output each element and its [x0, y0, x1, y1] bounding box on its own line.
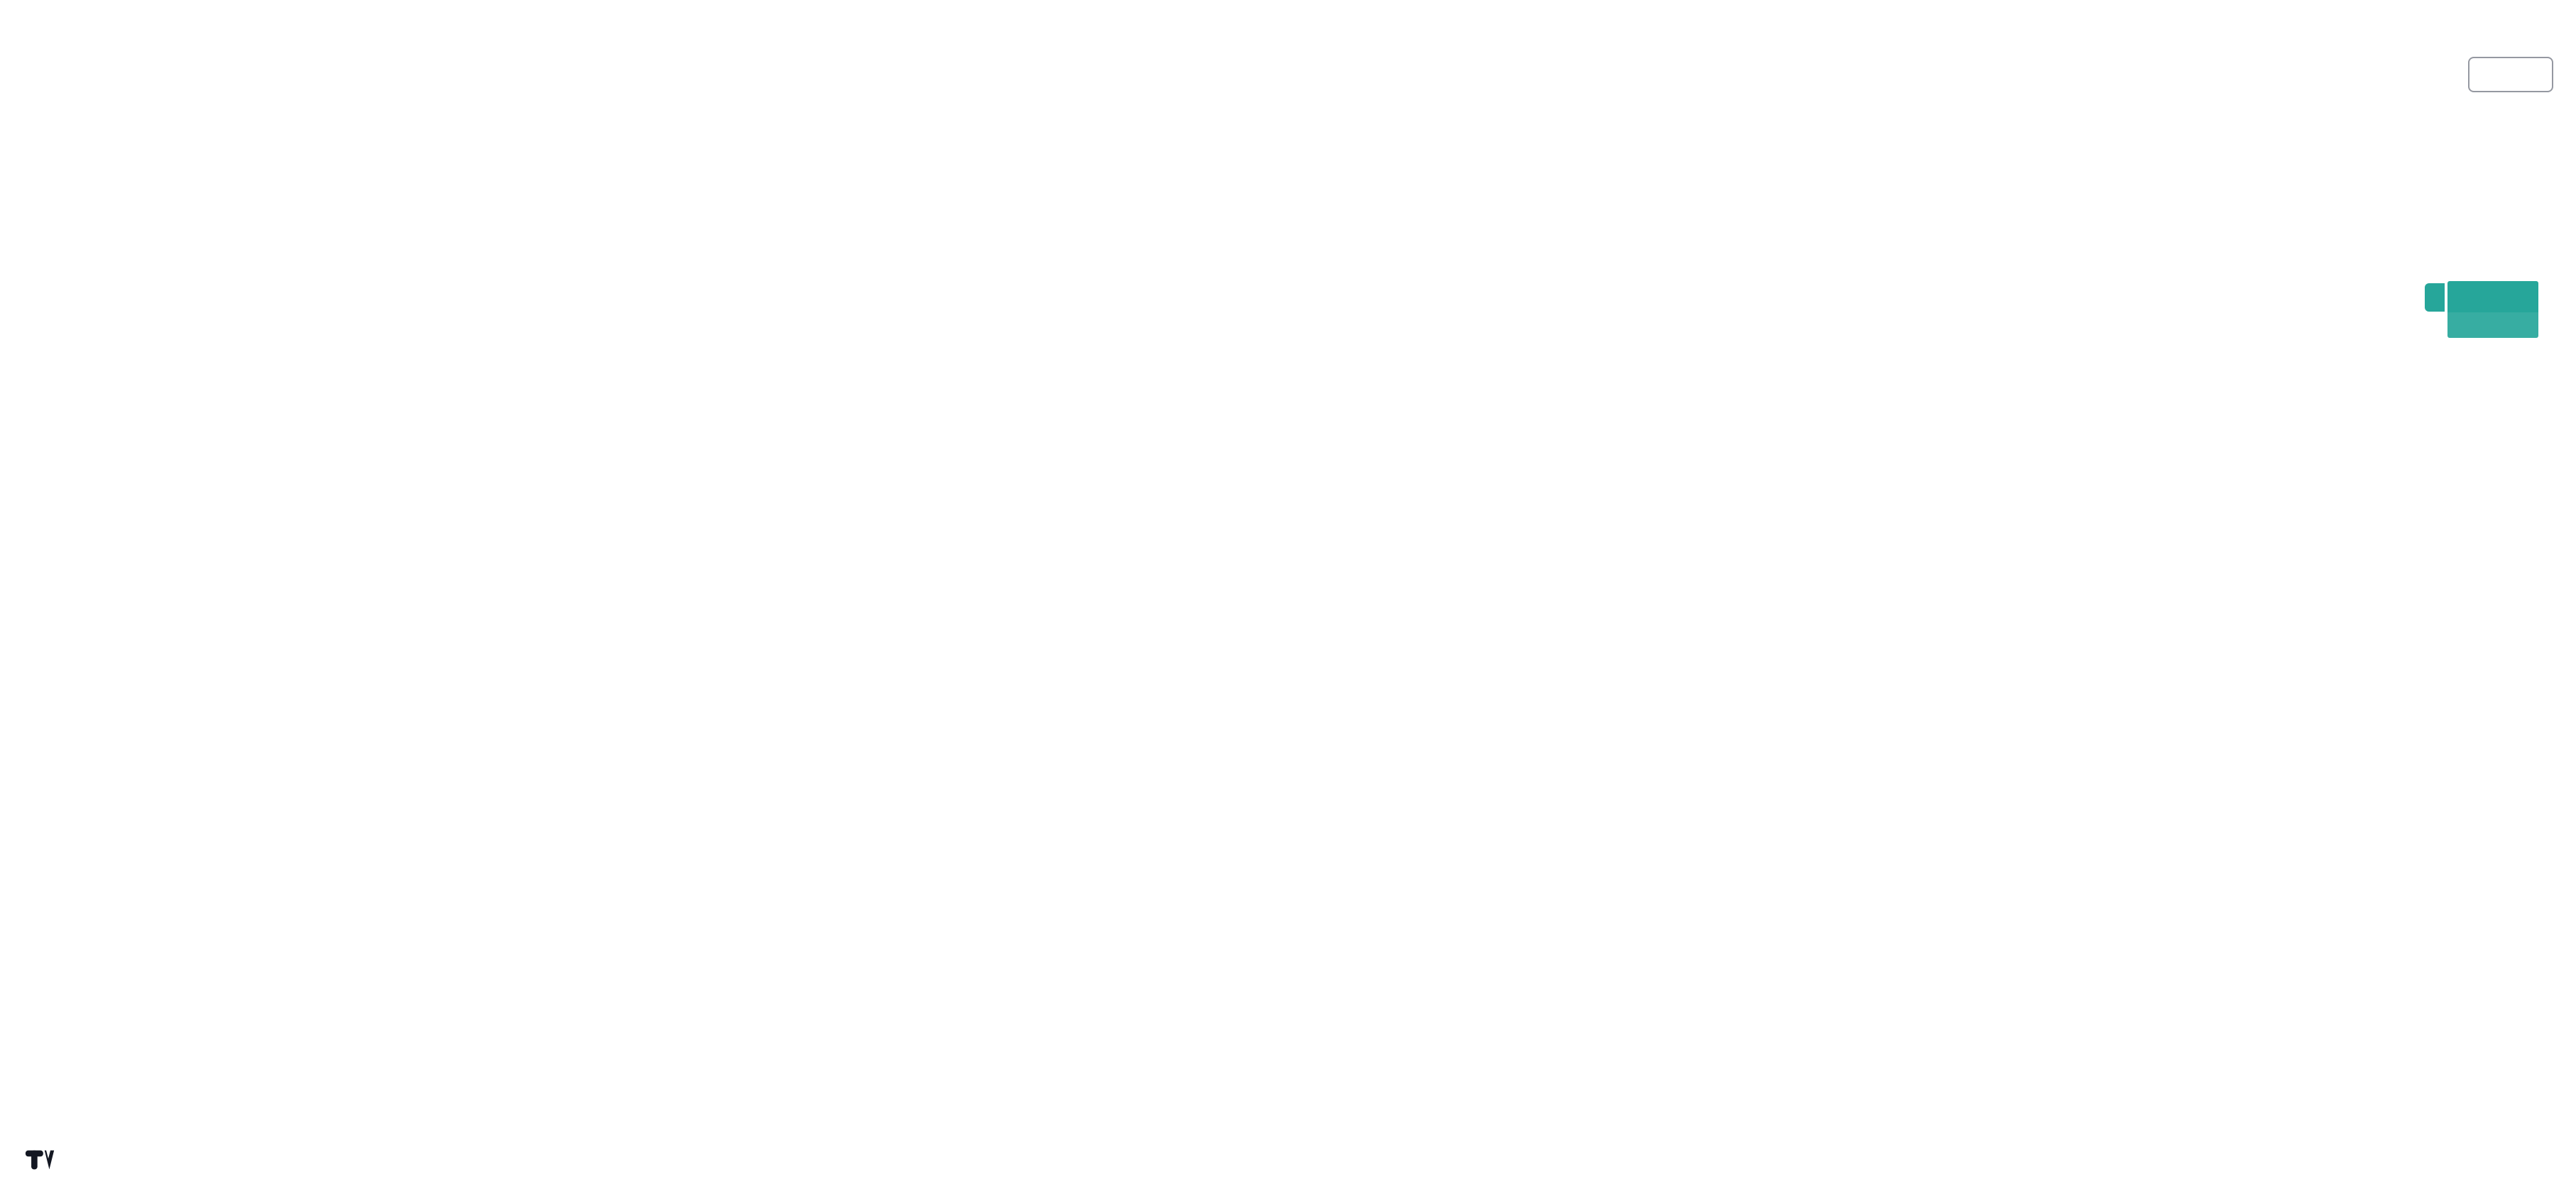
symbol-price-tag: [2425, 283, 2445, 312]
tradingview-logo-icon: [25, 1150, 55, 1169]
footer: [0, 1130, 2576, 1189]
tradingview-logo[interactable]: [24, 1144, 65, 1176]
currency-toggle-button[interactable]: [2468, 57, 2553, 92]
main-legend: [27, 61, 92, 74]
bar-countdown-badge: [2447, 312, 2538, 338]
publish-bar: [0, 0, 2576, 50]
time-axis[interactable]: [0, 1085, 2445, 1113]
rsi-axis[interactable]: [2460, 0, 2573, 1189]
current-price-badge: [2447, 281, 2538, 312]
